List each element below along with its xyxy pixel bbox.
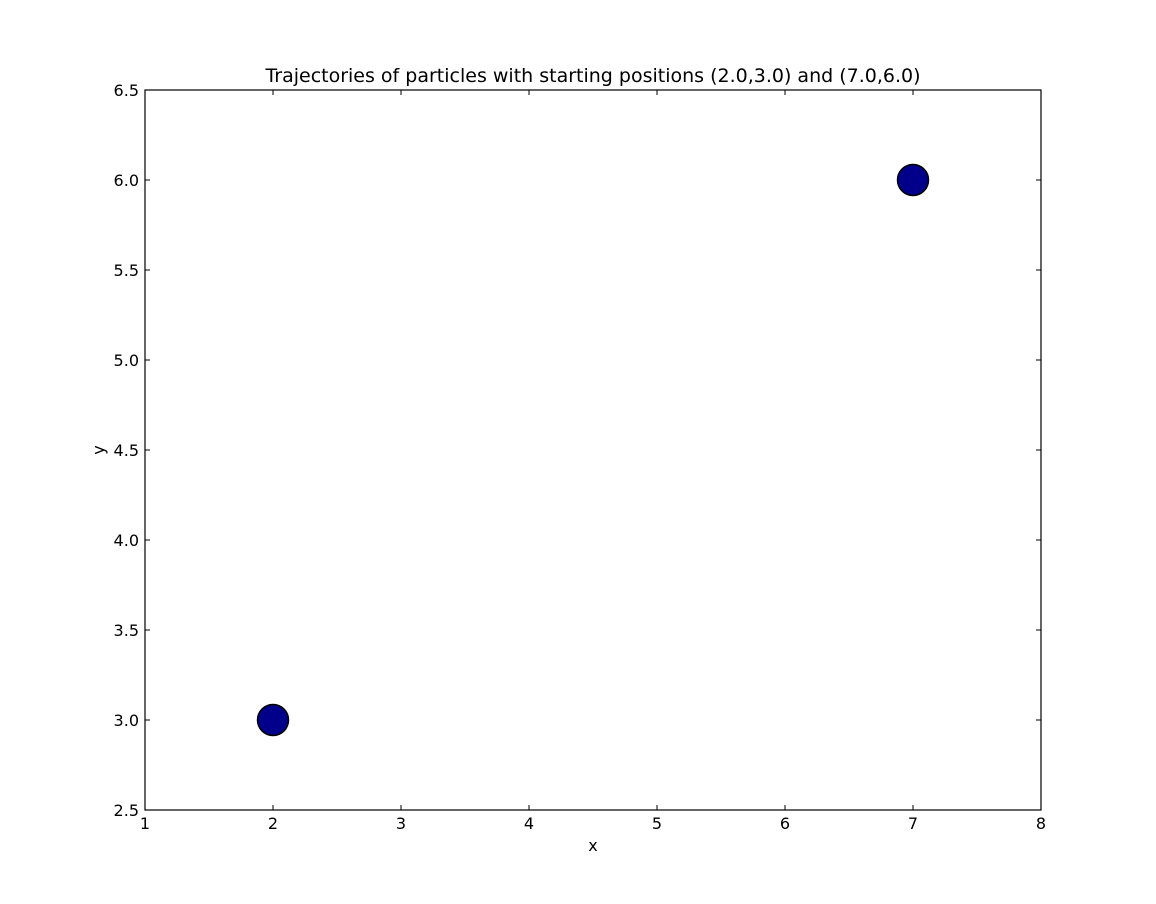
- x-tick-label: 4: [524, 814, 534, 833]
- y-tick-label: 2.5: [114, 801, 139, 820]
- chart-title: Trajectories of particles with starting …: [264, 65, 920, 87]
- y-tick-label: 3.5: [114, 621, 139, 640]
- plot-area-frame: [144, 89, 1042, 811]
- y-tick-label: 6.0: [114, 171, 139, 190]
- y-tick-label: 5.5: [114, 261, 139, 280]
- y-tick-label: 4.0: [114, 531, 139, 550]
- y-axis-ticks: 2.5 3.0 3.5 4.0 4.5 5.0 5.5 6.0 6.5: [114, 81, 1041, 820]
- x-tick-label: 8: [1036, 814, 1046, 833]
- data-points: [256, 163, 930, 737]
- y-axis-label: y: [89, 445, 108, 454]
- data-point: [896, 163, 930, 197]
- y-tick-label: 5.0: [114, 351, 139, 370]
- data-point: [256, 703, 290, 737]
- y-tick-label: 3.0: [114, 711, 139, 730]
- x-tick-label: 2: [268, 814, 278, 833]
- x-tick-label: 5: [652, 814, 662, 833]
- y-tick-label: 4.5: [114, 441, 139, 460]
- x-tick-label: 1: [140, 814, 150, 833]
- x-axis-label: x: [588, 836, 597, 855]
- y-tick-label: 6.5: [114, 81, 139, 100]
- x-tick-label: 3: [396, 814, 406, 833]
- x-tick-label: 6: [780, 814, 790, 833]
- x-tick-label: 7: [908, 814, 918, 833]
- x-axis-ticks: 1 2 3 4 5 6 7 8: [140, 90, 1046, 833]
